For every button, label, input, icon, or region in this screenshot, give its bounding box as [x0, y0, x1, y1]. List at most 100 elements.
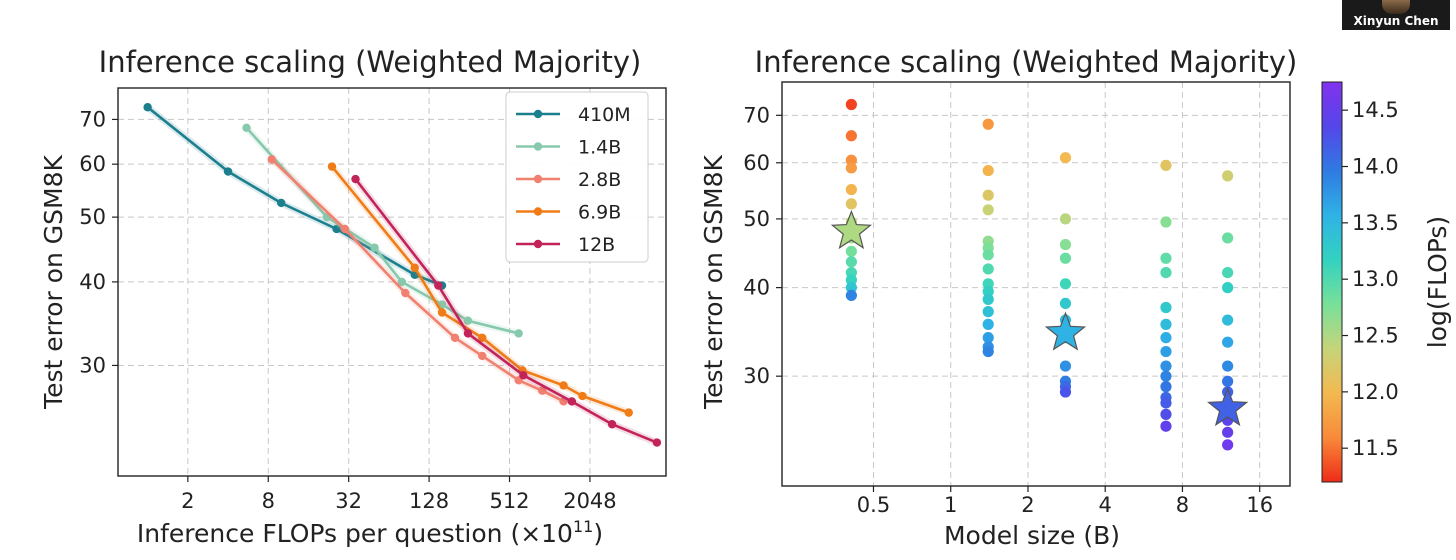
scatter-point [1160, 266, 1172, 279]
scatter-point [845, 289, 857, 302]
series-1.4B [242, 123, 523, 338]
series-point [277, 198, 286, 208]
series-point [624, 408, 633, 417]
left-series-group [143, 103, 662, 447]
scatter-point [1160, 381, 1172, 393]
series-point [514, 329, 523, 338]
scatter-point [1059, 386, 1072, 398]
scatter-point [845, 130, 857, 142]
right-grid [782, 82, 1290, 486]
series-410M [143, 103, 447, 290]
left-y-tick-label: 50 [79, 205, 106, 229]
left-y-tick-label: 60 [79, 152, 106, 176]
scatter-point [1160, 345, 1172, 358]
series-point [397, 277, 407, 287]
right-x-tick-label: 2 [1021, 493, 1034, 517]
scatter-point [1059, 152, 1072, 164]
scatter-point [1160, 420, 1172, 432]
left-x-tick-label: 32 [335, 489, 362, 513]
left-x-tick-label: 2048 [563, 489, 616, 513]
series-12B [351, 174, 662, 447]
series-2.8B [267, 155, 568, 406]
right-stars-group [830, 209, 1249, 427]
series-point [437, 308, 447, 317]
series-point [567, 397, 577, 406]
right-y-axis-label: Test error on GSM8K [699, 154, 728, 409]
scatter-point [982, 293, 994, 305]
scatter-point [845, 98, 857, 111]
right-x-tick-label: 8 [1176, 493, 1189, 517]
scatter-point [982, 306, 994, 318]
right-x-tick-label: 16 [1246, 493, 1273, 517]
series-point [267, 155, 276, 164]
left-x-tick-label: 8 [262, 489, 275, 513]
colorbar-tick-label: 13.5 [1352, 211, 1399, 235]
right-y-tick-label: 50 [743, 207, 770, 231]
scatter-point [982, 164, 994, 177]
left-x-tick-label: 2 [181, 489, 194, 513]
series-point [478, 333, 487, 342]
left-x-axis-label: Inference FLOPs per question (×1011) [137, 517, 603, 548]
legend-marker [533, 174, 543, 184]
scatter-point [845, 154, 857, 166]
colorbar-tick-label: 12.5 [1352, 324, 1399, 348]
legend-label: 1.4B [578, 137, 621, 159]
scatter-point [1059, 360, 1072, 372]
series-point [332, 224, 341, 234]
left-x-tick-label: 128 [409, 489, 449, 513]
scatter-point [1222, 439, 1234, 451]
scatter-point [1222, 426, 1234, 438]
left-ticks: 2 8 32 128 512 2048 30 40 50 60 70 [79, 107, 616, 513]
right-x-tick-label: 1 [944, 493, 957, 517]
series-point [559, 381, 568, 390]
star-marker [1044, 311, 1087, 351]
legend-label: 12B [578, 234, 615, 256]
series-point [242, 123, 251, 133]
colorbar: 11.5 12.0 12.5 13.0 13.5 14.0 14.5 log(FLOPs) [1321, 81, 1452, 483]
series-point [607, 420, 617, 429]
scatter-point [1059, 252, 1072, 264]
scatter-point [1222, 314, 1234, 326]
series-point [463, 329, 473, 338]
scatter-point [1160, 301, 1172, 314]
series-point [519, 371, 528, 380]
presenter-photo [1382, 0, 1410, 14]
legend-marker [533, 239, 543, 249]
scatter-point [845, 198, 857, 210]
right-y-tick-label: 40 [743, 276, 770, 300]
presenter-name: Xinyun Chen [1353, 14, 1439, 28]
scatter-point [845, 282, 857, 294]
series-line [270, 158, 565, 403]
scatter-point [845, 245, 857, 257]
scatter-point [1222, 360, 1234, 372]
series-point [410, 263, 419, 272]
right-plot-frame [781, 81, 1291, 487]
scatter-point [1160, 360, 1172, 372]
scatter-point [1160, 332, 1172, 344]
left-y-axis-label: Test error on GSM8K [39, 154, 68, 409]
left-x-tick-label: 512 [489, 489, 529, 513]
scatter-point [1222, 170, 1234, 182]
scatter-point [982, 263, 994, 275]
scatter-point [1059, 278, 1072, 290]
left-legend: 410M 1.4B 2.8B 6.9B 12B [505, 91, 649, 263]
scatter-point [982, 332, 994, 344]
series-point [401, 288, 410, 298]
presenter-video-badge: Xinyun Chen [1342, 0, 1450, 30]
series-band [145, 104, 444, 289]
star-marker [830, 209, 873, 250]
right-y-tick-label: 60 [743, 151, 770, 175]
series-point [370, 243, 379, 252]
series-point [351, 174, 360, 184]
scatter-point [1222, 232, 1234, 244]
scatter-point [845, 183, 857, 196]
scatter-point [1222, 336, 1234, 348]
scatter-point [1059, 297, 1072, 310]
scatter-point [1059, 238, 1072, 251]
series-point [652, 438, 662, 447]
colorbar-tick-label: 14.0 [1352, 155, 1399, 179]
scatter-point [1160, 159, 1172, 171]
series-point [538, 386, 547, 395]
series-point [434, 281, 443, 290]
